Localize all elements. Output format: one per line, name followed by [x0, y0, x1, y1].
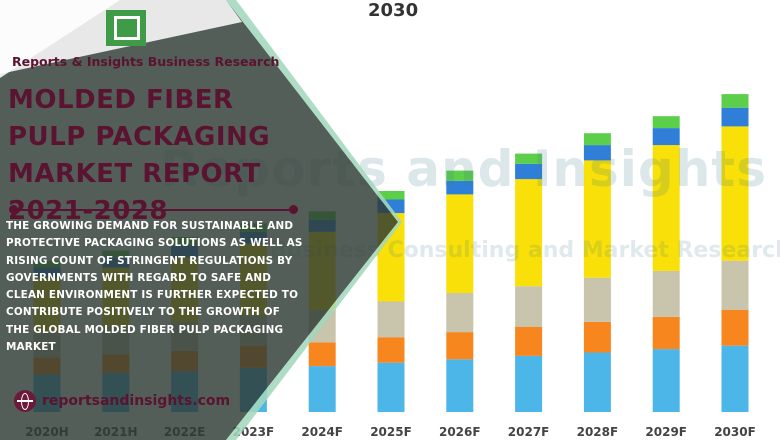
bar-segment — [721, 126, 749, 261]
logo-mark-icon — [114, 16, 140, 40]
bar-segment — [583, 160, 611, 278]
chart-title: 2030 — [368, 0, 419, 21]
bar-segment — [377, 337, 405, 363]
divider-dot-left — [9, 205, 18, 214]
bar-segment — [515, 153, 543, 164]
title-divider — [14, 209, 292, 211]
bar-segment — [446, 359, 474, 412]
bar-segment — [377, 191, 405, 200]
bar-segment — [652, 349, 680, 412]
bar-segment — [515, 163, 543, 180]
divider-dot-right — [289, 205, 298, 214]
x-tick-label: 2026F — [439, 425, 481, 439]
bar-segment — [446, 180, 474, 195]
bar-segment — [446, 293, 474, 333]
report-description: THE GROWING DEMAND FOR SUSTAINABLE AND P… — [6, 220, 303, 354]
bar-segment — [583, 133, 611, 146]
brand-name: Reports & Insights Business Research — [12, 54, 280, 69]
bar-segment — [652, 270, 680, 317]
bar-segment — [377, 301, 405, 338]
bar-segment — [583, 321, 611, 353]
x-tick-label: 2030F — [714, 425, 756, 439]
bar-segment — [446, 194, 474, 293]
bar-segment — [515, 327, 543, 356]
bar-segment — [721, 94, 749, 108]
bar-segment — [652, 316, 680, 350]
bar-segment — [446, 332, 474, 360]
report-title: MOLDED FIBER PULP PACKAGING MARKET REPOR… — [8, 85, 271, 226]
bar-segment — [515, 355, 543, 412]
bar-segment — [515, 286, 543, 327]
bar-segment — [308, 366, 336, 412]
bar-segment — [652, 116, 680, 129]
bar-segment — [515, 179, 543, 287]
website-link[interactable]: reportsandinsights.com — [14, 390, 230, 412]
bar-segment — [308, 342, 336, 367]
bar-segment — [583, 352, 611, 412]
bar-segment — [721, 310, 749, 346]
brand-logo — [106, 10, 146, 46]
globe-icon — [14, 390, 36, 412]
bar-segment — [652, 145, 680, 271]
website-url[interactable]: reportsandinsights.com — [42, 393, 231, 409]
x-tick-label: 2028F — [577, 425, 619, 439]
x-tick-label: 2029F — [645, 425, 687, 439]
bar-segment — [652, 128, 680, 146]
bar-segment — [721, 260, 749, 310]
bar-segment — [583, 277, 611, 322]
x-tick-label: 2027F — [508, 425, 550, 439]
x-tick-label: 2025F — [370, 425, 412, 439]
bar-segment — [446, 170, 474, 181]
x-tick-label: 2024F — [301, 425, 343, 439]
bar-segment — [721, 345, 749, 412]
bar-segment — [583, 145, 611, 161]
bar-segment — [721, 107, 749, 127]
bar-segment — [377, 362, 405, 412]
